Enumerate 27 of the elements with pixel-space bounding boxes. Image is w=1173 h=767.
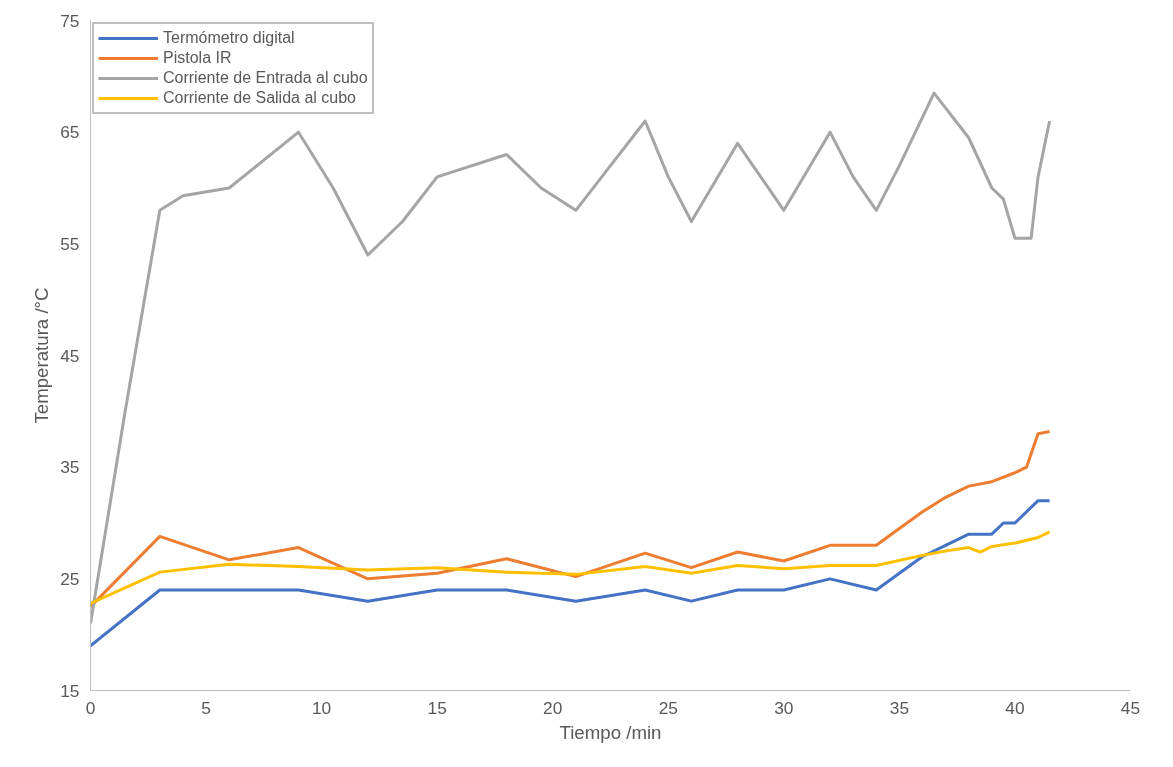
x-tick-label: 20	[543, 697, 563, 718]
x-tick-label: 30	[774, 697, 794, 718]
y-tick-label: 65	[60, 122, 80, 143]
x-tick-label: 0	[85, 697, 96, 718]
line-series	[90, 91, 1052, 625]
legend-label: Termómetro digital	[163, 29, 295, 47]
y-tick-label: 75	[60, 10, 80, 31]
line-series	[90, 499, 1052, 648]
legend-label: Corriente de Salida al cubo	[163, 89, 357, 107]
line-series	[90, 530, 1052, 605]
y-tick-label: 35	[60, 457, 80, 478]
x-tick-label: 25	[658, 697, 678, 718]
x-axis-title: Tiempo /min	[559, 721, 662, 743]
x-tick-label: 40	[1005, 697, 1025, 718]
x-tick-label: 5	[201, 697, 211, 718]
y-tick-label: 25	[60, 568, 80, 589]
y-tick-label: 55	[60, 233, 80, 254]
y-tick-label: 15	[60, 680, 80, 701]
x-tick-label: 15	[427, 697, 447, 718]
y-tick-label: 45	[60, 345, 80, 366]
legend-label: Pistola IR	[163, 49, 232, 67]
x-tick-label: 10	[311, 697, 332, 718]
legend-label: Corriente de Entrada al cubo	[163, 69, 368, 87]
y-axis-title: Temperatura /°C	[31, 287, 53, 424]
x-tick-label: 45	[1120, 697, 1141, 718]
line-series	[90, 429, 1052, 609]
x-tick-label: 35	[889, 697, 910, 718]
